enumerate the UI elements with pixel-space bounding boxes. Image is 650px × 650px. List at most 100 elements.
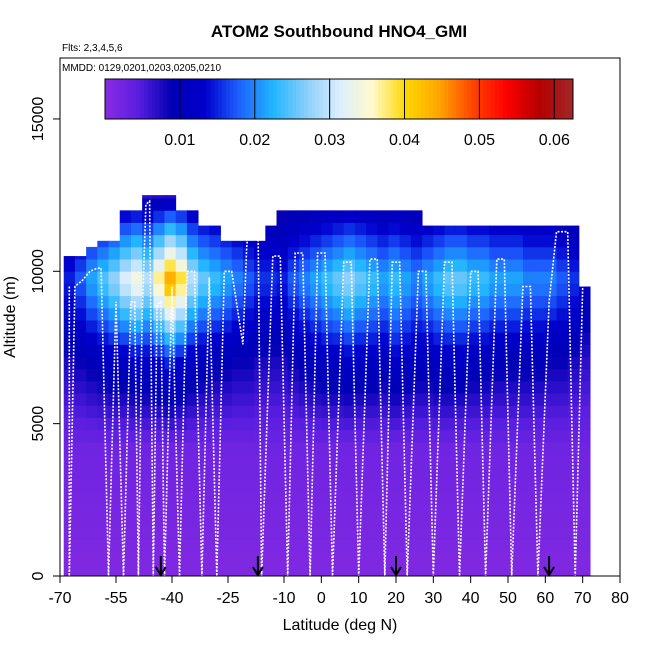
heat-cell: [478, 429, 490, 443]
heat-cell: [511, 380, 524, 394]
heat-cell: [534, 320, 546, 333]
heat-cell: [242, 539, 255, 553]
heat-cell: [332, 454, 345, 467]
heat-cell: [478, 368, 490, 382]
heat-cell: [130, 417, 143, 431]
heat-cell: [276, 454, 289, 467]
heat-cell: [287, 417, 300, 431]
heat-cell: [287, 380, 300, 394]
heat-cell: [556, 295, 569, 309]
colorbar-segment: [378, 79, 383, 119]
heat-cell: [153, 195, 165, 199]
heat-cell: [142, 441, 154, 455]
heat-cell: [119, 405, 132, 418]
heat-cell: [242, 307, 255, 321]
heat-cell: [399, 539, 412, 553]
heat-cell: [354, 405, 367, 418]
colorbar-segment: [354, 79, 359, 119]
heat-cell: [433, 466, 445, 479]
heat-cell: [377, 429, 389, 443]
arrow-head: [154, 566, 167, 577]
heat-cell: [578, 307, 591, 321]
heat-cell: [545, 405, 557, 418]
heat-cell: [466, 259, 479, 272]
heat-cell: [310, 380, 322, 394]
heat-cell: [298, 563, 311, 577]
heat-cell: [511, 259, 524, 272]
heat-cell: [511, 368, 524, 382]
heat-cell: [86, 527, 98, 540]
heat-cell: [175, 417, 188, 431]
colorbar-segment: [495, 79, 500, 119]
colorbar-segment: [105, 79, 110, 119]
heat-cell: [276, 210, 289, 223]
heat-cell: [298, 502, 311, 516]
heat-cell: [130, 307, 143, 321]
heat-cell: [265, 478, 277, 492]
heat-cell: [321, 332, 333, 345]
heat-cell: [534, 380, 546, 394]
heat-cell: [209, 466, 221, 479]
heat-cell: [97, 551, 109, 565]
heat-cell: [500, 441, 513, 455]
heat-cell: [254, 441, 266, 455]
heat-cell: [276, 551, 289, 565]
heat-cell: [567, 332, 580, 345]
heat-cell: [444, 283, 457, 297]
heat-cell: [97, 380, 109, 394]
heat-cell: [466, 429, 479, 443]
heat-cell: [265, 454, 277, 467]
heat-cell: [578, 527, 591, 540]
heat-cell: [220, 405, 233, 418]
heat-cell: [74, 490, 87, 504]
heat-cell: [343, 295, 356, 309]
heat-cell: [545, 246, 557, 260]
heat-cell: [86, 441, 98, 455]
heat-cell: [220, 246, 233, 260]
heat-cell: [556, 344, 569, 358]
heat-cell: [455, 441, 468, 455]
heat-cell: [86, 380, 98, 394]
heat-cell: [466, 393, 479, 406]
heat-cell: [198, 551, 210, 565]
heat-cell: [578, 490, 591, 504]
heat-cell: [478, 417, 490, 431]
heat-cell: [108, 393, 121, 406]
colorbar-segment: [323, 79, 328, 119]
colorbar-segment: [218, 79, 223, 119]
heat-cell: [422, 405, 434, 418]
heat-cell: [287, 259, 300, 272]
heat-cell: [422, 417, 434, 431]
heat-cell: [108, 307, 121, 321]
heat-cell: [209, 393, 221, 406]
heat-cell: [142, 368, 154, 382]
heat-cell: [63, 332, 76, 345]
heat-cell: [242, 380, 255, 394]
heat-cell: [142, 320, 154, 333]
heat-cell: [86, 405, 98, 418]
heat-cell: [265, 283, 277, 297]
heat-cell: [175, 271, 188, 284]
heat-cell: [343, 307, 356, 321]
heat-cell: [433, 478, 445, 492]
heat-cell: [276, 405, 289, 418]
heat-cell: [231, 539, 244, 553]
heat-cell: [198, 344, 210, 358]
heat-cell: [377, 320, 389, 333]
colorbar-segment: [171, 79, 176, 119]
heat-cell: [466, 478, 479, 492]
heat-cell: [86, 539, 98, 553]
heat-cell: [220, 344, 233, 358]
arrow-head: [390, 566, 402, 577]
colorbar-segment: [374, 79, 379, 119]
heat-cell: [522, 417, 535, 431]
heat-cell: [534, 271, 546, 284]
heat-cell: [276, 320, 289, 333]
heat-cell: [511, 551, 524, 565]
heat-cell: [175, 307, 188, 321]
heat-cell: [321, 295, 333, 309]
heat-cell: [254, 283, 266, 297]
heat-cell: [556, 417, 569, 431]
heat-cell: [377, 332, 389, 345]
heat-cell: [354, 393, 367, 406]
